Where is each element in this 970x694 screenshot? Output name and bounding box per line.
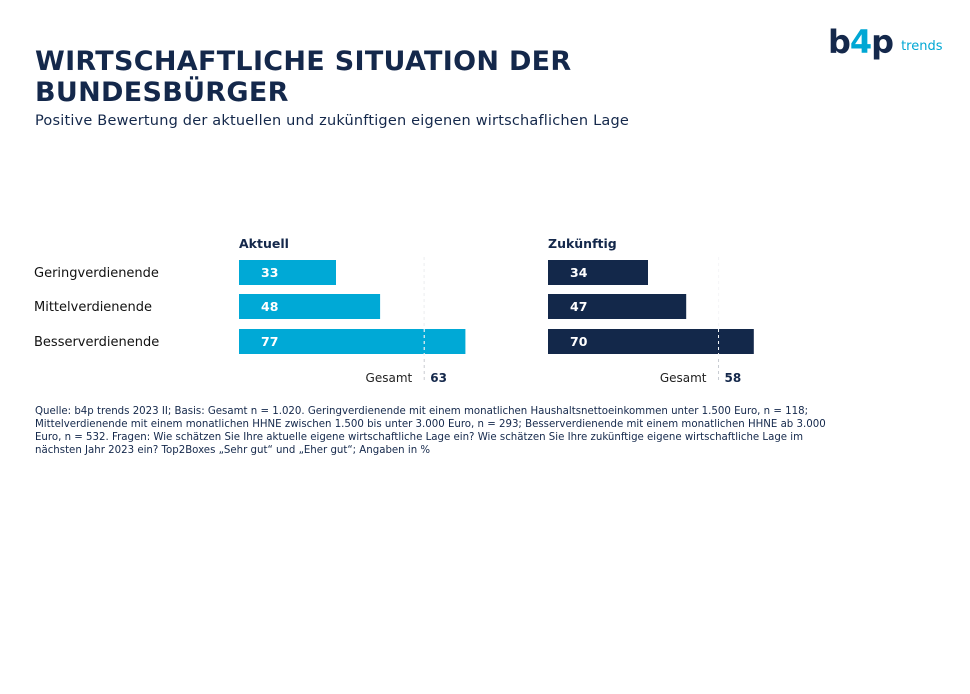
bar-value-label: 48 (261, 299, 278, 314)
bar (548, 294, 687, 319)
b4p-trends-logo: b4p trends (828, 24, 943, 60)
category-label: Geringverdienende (34, 266, 159, 281)
bar-value-label: 77 (261, 334, 278, 349)
logo-mark: b4p (828, 23, 894, 61)
bar (239, 294, 381, 319)
category-label: Mittelverdienende (34, 300, 152, 315)
bar (239, 329, 466, 354)
source-note: Quelle: b4p trends 2023 II; Basis: Gesam… (35, 406, 826, 456)
category-label: Besserverdienende (34, 335, 159, 350)
total-label: Gesamt (366, 371, 413, 385)
logo-text: trends (901, 39, 943, 54)
panel-title: Zukünftig (548, 236, 617, 251)
bar (548, 260, 648, 285)
page-subtitle: Positive Bewertung der aktuellen und zuk… (35, 113, 630, 129)
panel-title: Aktuell (239, 236, 289, 251)
bar-value-label: 34 (570, 265, 588, 280)
bar-value-label: 33 (261, 265, 278, 280)
logo-b: b (828, 23, 851, 61)
total-value: 58 (725, 371, 742, 385)
bar-value-label: 70 (570, 334, 588, 349)
chart-svg: Geringverdienende Mittelverdienende Besser… (34, 236, 754, 385)
bar (548, 329, 754, 354)
logo-p: p (871, 23, 894, 61)
bar-value-label: 47 (570, 299, 587, 314)
total-label: Gesamt (660, 371, 707, 385)
total-value: 63 (430, 371, 447, 385)
logo-four: 4 (849, 23, 872, 61)
bar-chart: Geringverdienende Mittelverdienende Besser… (0, 225, 970, 395)
bar (239, 260, 336, 285)
page-title: WIRTSCHAFTLICHE SITUATION DER BUNDESBÜRG… (35, 46, 572, 108)
